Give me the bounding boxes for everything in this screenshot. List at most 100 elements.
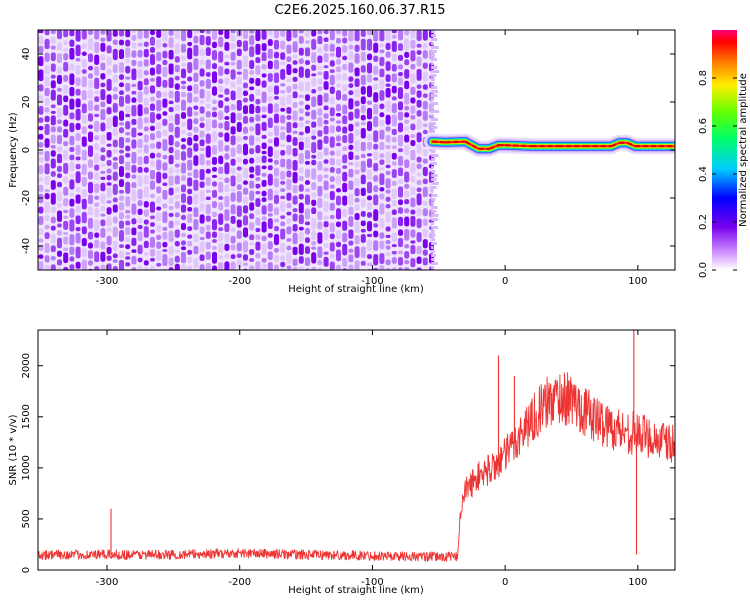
noise-blob <box>168 245 174 256</box>
noise-blob <box>261 172 267 177</box>
noise-blob <box>106 30 112 42</box>
noise-blob <box>162 79 168 88</box>
noise-blob <box>131 164 137 173</box>
noise-blob <box>236 122 242 132</box>
noise-blob <box>224 68 230 75</box>
noise-blob <box>94 135 100 141</box>
noise-blob <box>267 39 273 46</box>
noise-blob <box>360 30 366 37</box>
noise-blob <box>125 172 131 179</box>
noise-blob <box>379 129 385 140</box>
noise-blob <box>156 186 162 194</box>
noise-blob <box>379 265 385 270</box>
noise-blob <box>150 169 155 180</box>
noise-blob <box>94 208 100 218</box>
noise-blob <box>379 49 385 54</box>
noise-blob <box>255 88 261 96</box>
noise-blob <box>75 64 81 75</box>
noise-blob <box>267 218 273 229</box>
noise-blob <box>416 119 422 130</box>
noise-edge <box>431 82 435 85</box>
noise-blob <box>75 261 81 269</box>
noise-blob <box>137 117 143 130</box>
noise-blob <box>106 255 112 261</box>
noise-blob <box>131 30 137 34</box>
noise-blob <box>249 46 255 57</box>
noise-blob <box>348 168 354 178</box>
noise-blob <box>416 232 422 243</box>
noise-blob <box>94 104 100 111</box>
noise-blob <box>44 214 50 222</box>
noise-blob <box>38 125 44 131</box>
noise-blob <box>75 108 81 121</box>
noise-blob <box>249 258 255 262</box>
noise-blob <box>168 37 174 48</box>
noise-blob <box>404 30 410 36</box>
noise-blob <box>162 66 168 78</box>
noise-blob <box>305 40 310 44</box>
noise-blob <box>398 178 403 185</box>
noise-blob <box>280 215 286 220</box>
noise-blob <box>391 232 397 243</box>
noise-blob <box>81 198 87 210</box>
noise-blob <box>391 217 397 229</box>
noise-blob <box>286 107 292 114</box>
noise-blob <box>336 208 341 220</box>
noise-blob <box>336 113 341 117</box>
noise-blob <box>131 127 137 138</box>
noise-blob <box>261 134 267 139</box>
noise-blob <box>298 202 304 214</box>
noise-blob <box>63 75 69 82</box>
noise-blob <box>212 239 217 243</box>
noise-blob <box>398 77 403 86</box>
noise-blob <box>360 141 366 152</box>
noise-blob <box>137 132 143 136</box>
noise-blob <box>125 256 131 260</box>
noise-blob <box>187 47 193 60</box>
noise-blob <box>168 154 174 165</box>
noise-blob <box>81 189 87 198</box>
noise-blob <box>379 90 385 101</box>
noise-blob <box>280 30 286 37</box>
noise-blob <box>391 209 397 215</box>
noise-blob <box>286 145 292 155</box>
noise-blob <box>298 256 304 264</box>
noise-blob <box>75 98 81 108</box>
noise-blob <box>255 234 261 240</box>
noise-blob <box>81 226 87 235</box>
noise-blob <box>156 39 162 49</box>
noise-blob <box>379 187 385 192</box>
noise-blob <box>379 79 385 90</box>
noise-blob <box>187 240 193 247</box>
noise-blob <box>336 103 341 112</box>
noise-blob <box>112 183 118 195</box>
noise-blob <box>348 111 354 121</box>
noise-blob <box>212 71 217 84</box>
noise-blob <box>311 230 317 240</box>
noise-blob <box>422 50 428 59</box>
noise-blob <box>292 171 298 184</box>
noise-blob <box>100 182 106 192</box>
noise-blob <box>199 214 205 224</box>
noise-blob <box>373 130 379 143</box>
noise-blob <box>75 88 81 96</box>
noise-edge <box>431 50 437 53</box>
noise-blob <box>125 236 131 243</box>
noise-blob <box>143 30 149 39</box>
noise-blob <box>422 228 428 238</box>
noise-blob <box>267 131 273 137</box>
noise-blob <box>404 199 410 205</box>
noise-blob <box>137 208 143 216</box>
noise-blob <box>274 190 279 194</box>
noise-blob <box>267 188 273 201</box>
noise-blob <box>205 251 211 260</box>
noise-blob <box>261 30 267 40</box>
noise-blob <box>143 126 149 132</box>
noise-blob <box>379 153 385 159</box>
noise-blob <box>193 96 199 103</box>
noise-blob <box>119 30 124 37</box>
noise-blob <box>57 66 62 74</box>
noise-blob <box>267 73 273 82</box>
noise-blob <box>243 97 248 103</box>
noise-blob <box>119 74 124 80</box>
